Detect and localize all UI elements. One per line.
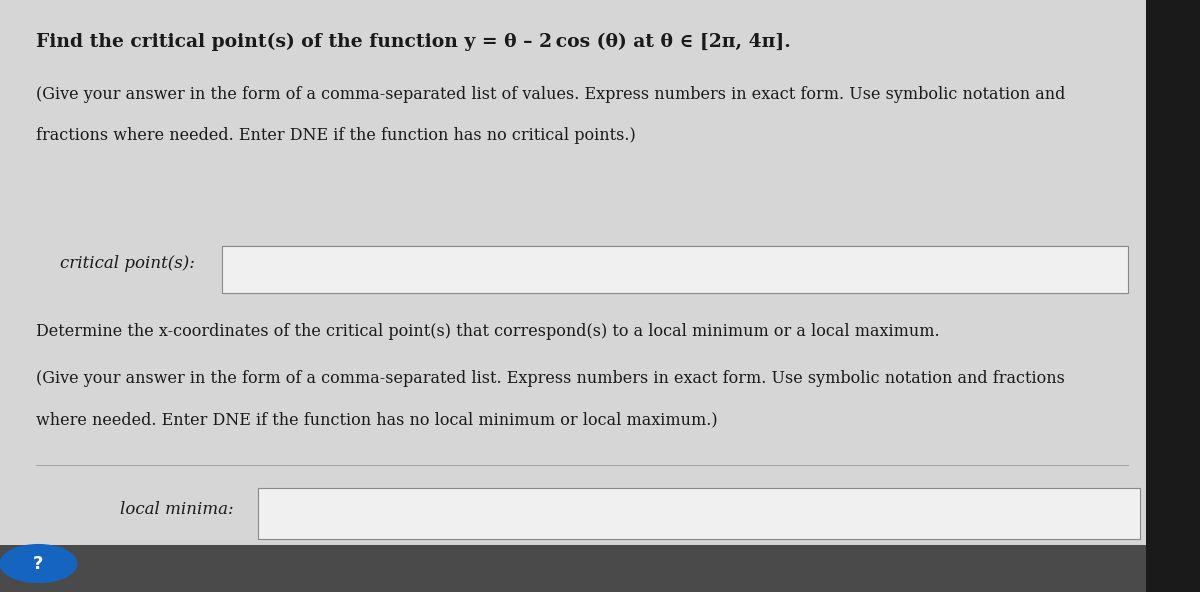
- Text: where needed. Enter DNE if the function has no local minimum or local maximum.): where needed. Enter DNE if the function …: [36, 411, 718, 429]
- Text: fractions where needed. Enter DNE if the function has no critical points.): fractions where needed. Enter DNE if the…: [36, 127, 636, 144]
- Circle shape: [0, 545, 77, 583]
- Text: ?: ?: [34, 555, 43, 572]
- FancyBboxPatch shape: [222, 246, 1128, 293]
- FancyBboxPatch shape: [0, 545, 1146, 592]
- FancyBboxPatch shape: [0, 0, 1146, 592]
- FancyBboxPatch shape: [1146, 0, 1200, 592]
- FancyBboxPatch shape: [258, 488, 1140, 539]
- Text: Find the critical point(s) of the function y = θ – 2 cos (θ) at θ ∈ [2π, 4π].: Find the critical point(s) of the functi…: [36, 33, 791, 51]
- Text: critical point(s):: critical point(s):: [60, 255, 194, 272]
- Text: (Give your answer in the form of a comma-separated list of values. Express numbe: (Give your answer in the form of a comma…: [36, 86, 1066, 103]
- Text: (Give your answer in the form of a comma-separated list. Express numbers in exac: (Give your answer in the form of a comma…: [36, 370, 1064, 387]
- Text: Determine the x-coordinates of the critical point(s) that correspond(s) to a loc: Determine the x-coordinates of the criti…: [36, 323, 940, 340]
- Text: local minima:: local minima:: [120, 501, 234, 517]
